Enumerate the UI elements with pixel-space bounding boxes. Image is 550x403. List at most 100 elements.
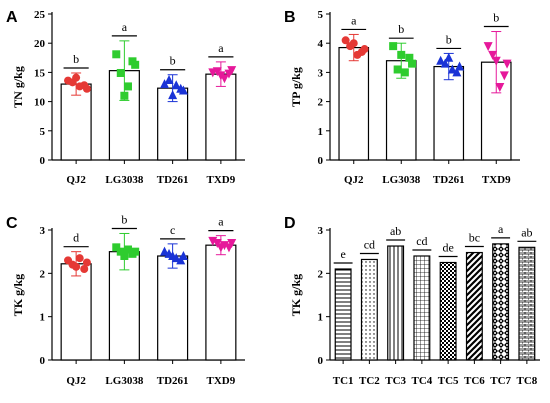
category-label: TC7 <box>490 375 511 387</box>
y-tick-label: 3 <box>40 225 46 237</box>
category-label: TC3 <box>385 375 406 387</box>
data-point <box>452 67 462 77</box>
data-point <box>447 64 457 74</box>
data-point <box>488 50 498 60</box>
significance-letter: b <box>493 11 499 25</box>
data-point <box>444 52 454 62</box>
significance-letter: a <box>218 41 224 55</box>
data-point <box>440 58 450 68</box>
category-label: TXD9 <box>207 375 236 387</box>
bar <box>157 255 189 361</box>
panel-C: C 0 1 2 3 TK g/kg QJ2 d LG3038 b TD261 c TXD9 a <box>6 212 245 387</box>
significance-letter: d <box>73 231 79 245</box>
data-point <box>408 59 417 68</box>
category-label: TC8 <box>516 375 537 387</box>
data-point <box>164 74 174 84</box>
category-label: LG3038 <box>105 375 143 387</box>
data-point <box>216 243 226 253</box>
bar <box>387 245 405 361</box>
y-tick-label: 2 <box>40 268 46 280</box>
y-axis-label: TP g/kg <box>289 67 303 107</box>
significance-letter: b <box>446 32 452 46</box>
category-label: TD261 <box>157 375 189 387</box>
data-point <box>405 53 414 62</box>
category-label: TC2 <box>359 375 380 387</box>
data-point <box>131 247 140 256</box>
significance-letter: a <box>218 215 224 229</box>
y-tick-label: 5 <box>40 126 46 138</box>
category-label: TD261 <box>157 174 189 186</box>
panel-D: D 0 1 2 3 TK g/kg TC1 e TC2 cd TC3 ab TC4 cd TC5 de TC6 b… <box>284 215 540 387</box>
category-label: QJ2 <box>66 375 86 387</box>
y-tick-label: 25 <box>34 9 46 21</box>
significance-letter: e <box>340 247 345 261</box>
bar <box>338 46 370 161</box>
data-point <box>116 247 125 256</box>
data-point <box>171 80 181 90</box>
data-point <box>216 71 226 81</box>
panel-label: B <box>284 9 296 26</box>
category-label: TD261 <box>433 174 465 186</box>
data-point <box>436 55 446 65</box>
category-label: LG3038 <box>105 174 143 186</box>
data-point <box>491 56 501 66</box>
data-point <box>120 91 129 100</box>
significance-letter: bc <box>469 231 480 245</box>
data-point <box>455 61 465 71</box>
category-label: QJ2 <box>344 174 364 186</box>
data-point <box>349 39 358 48</box>
data-point <box>400 68 409 77</box>
panel-B: B 0 1 2 3 4 5 TP g/kg QJ2 a LG3038 b TD261 b TXD9 b <box>284 9 520 186</box>
data-point <box>502 59 512 69</box>
data-point <box>72 73 81 82</box>
y-tick-label: 2 <box>318 97 324 109</box>
category-label: TC6 <box>464 375 485 387</box>
significance-letter: c <box>170 223 175 237</box>
y-tick-label: 3 <box>318 67 324 79</box>
data-point <box>160 79 170 89</box>
significance-letter: a <box>498 222 504 236</box>
bar <box>205 244 237 361</box>
bar <box>60 263 92 361</box>
data-point <box>397 50 406 59</box>
data-point <box>123 82 132 91</box>
significance-letter: b <box>73 52 79 66</box>
bar <box>413 255 431 361</box>
significance-letter: ab <box>521 225 532 239</box>
data-point <box>82 258 91 267</box>
significance-letter: a <box>351 13 357 27</box>
category-label: TC5 <box>438 375 459 387</box>
bar <box>492 243 510 361</box>
significance-letter: b <box>398 22 404 36</box>
y-axis-label: TK g/kg <box>289 274 303 316</box>
significance-letter: de <box>442 241 453 255</box>
data-point <box>131 60 140 69</box>
data-point <box>178 251 188 260</box>
panel-label: A <box>6 9 18 26</box>
y-tick-label: 1 <box>318 312 324 324</box>
data-point <box>72 262 81 271</box>
data-point <box>80 265 89 273</box>
bar <box>439 261 457 361</box>
data-point <box>75 82 84 91</box>
y-tick-label: 2 <box>318 268 324 280</box>
bar <box>518 246 536 361</box>
significance-letter: cd <box>416 234 427 248</box>
y-tick-label: 20 <box>34 38 46 50</box>
y-tick-label: 1 <box>40 312 46 324</box>
panel-label: C <box>6 215 18 232</box>
significance-letter: b <box>121 212 127 226</box>
bar <box>360 258 378 361</box>
data-point <box>112 243 121 252</box>
bar <box>465 251 483 361</box>
category-label: LG3038 <box>382 174 420 186</box>
category-label: TXD9 <box>207 174 236 186</box>
significance-letter: cd <box>364 237 375 251</box>
data-point <box>168 251 178 260</box>
bar <box>334 268 352 361</box>
data-point <box>227 66 237 76</box>
bar <box>205 73 237 161</box>
data-point <box>341 36 350 45</box>
bar <box>433 65 465 161</box>
